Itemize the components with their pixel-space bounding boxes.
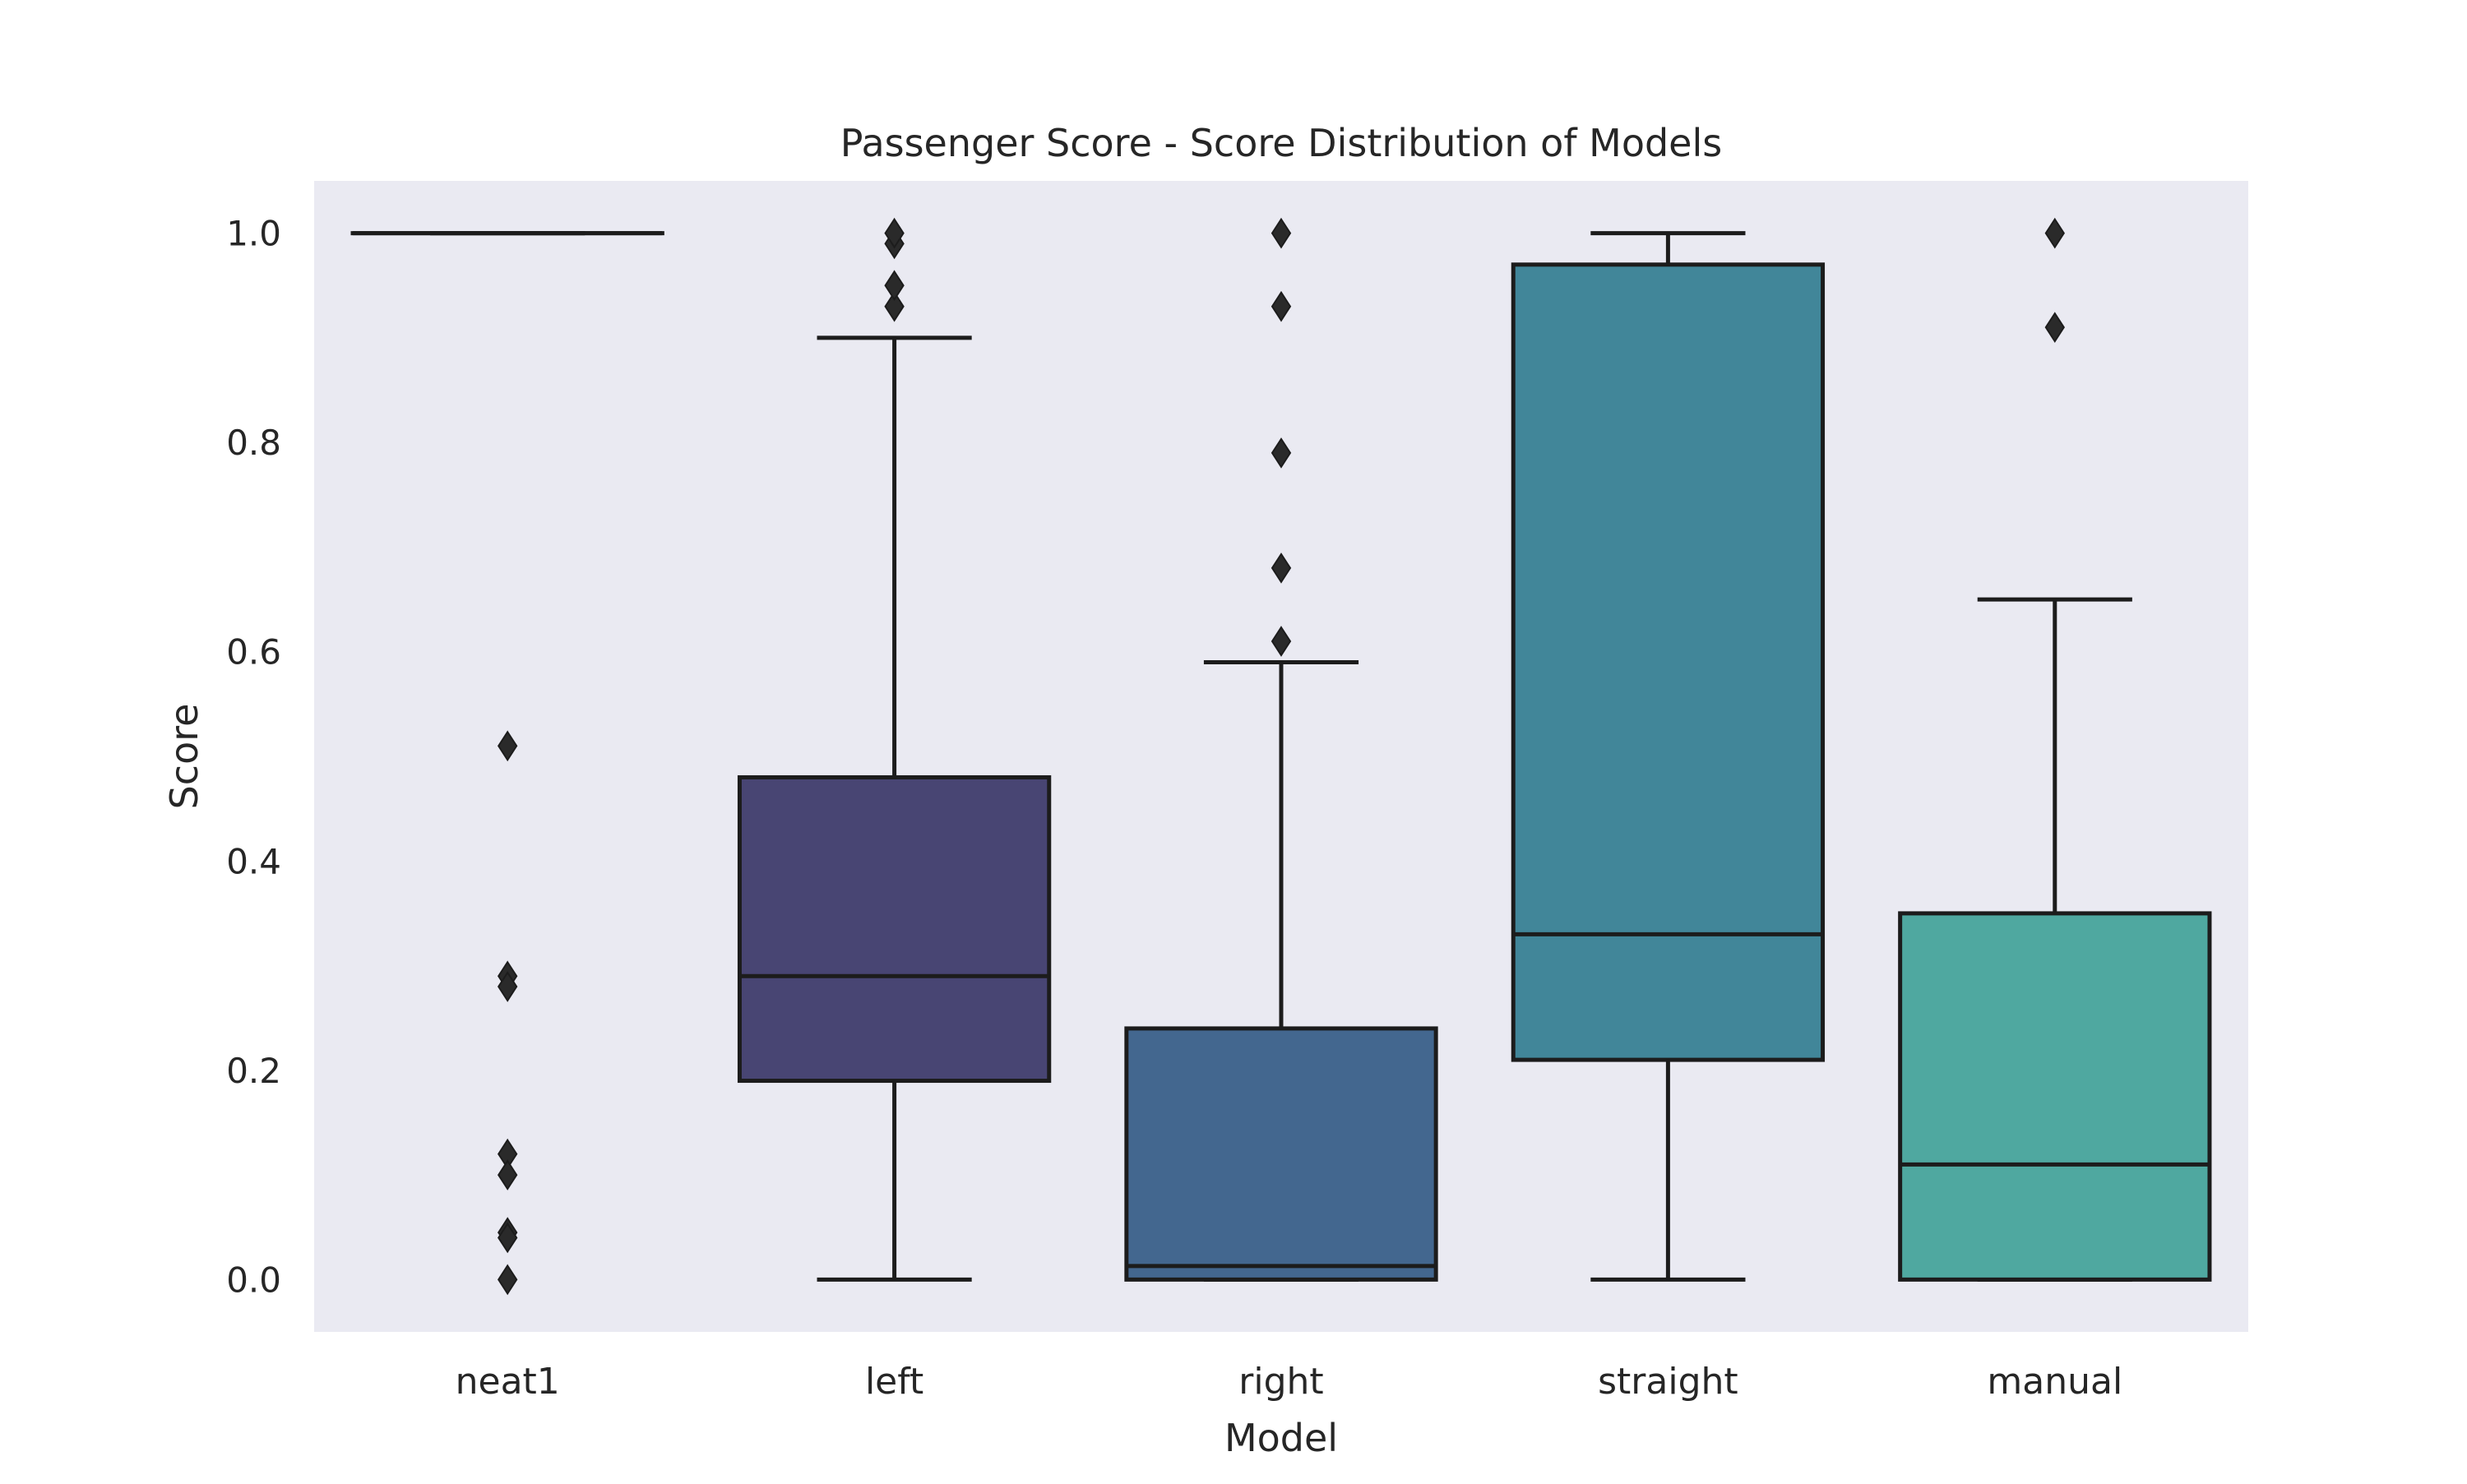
x-tick-label: left xyxy=(865,1361,923,1403)
box-iqr xyxy=(1513,265,1822,1060)
x-tick-label: right xyxy=(1238,1361,1323,1403)
y-tick-label: 0.2 xyxy=(226,1051,281,1091)
y-axis-label: Score xyxy=(162,704,206,810)
x-tick-label: straight xyxy=(1598,1361,1738,1403)
chart-title: Passenger Score - Score Distribution of … xyxy=(840,121,1722,165)
x-axis-ticks: neat1 left right straight manual xyxy=(456,1361,2123,1403)
y-tick-label: 1.0 xyxy=(226,214,281,254)
y-tick-label: 0.0 xyxy=(226,1260,281,1300)
box-iqr xyxy=(739,777,1048,1080)
y-tick-label: 0.4 xyxy=(226,841,281,881)
y-tick-label: 0.8 xyxy=(226,423,281,463)
y-axis-ticks: 0.0 0.2 0.4 0.6 0.8 1.0 xyxy=(226,214,281,1301)
x-tick-label: neat1 xyxy=(456,1361,560,1403)
y-tick-label: 0.6 xyxy=(226,632,281,673)
x-tick-label: manual xyxy=(1987,1361,2122,1403)
box-iqr xyxy=(1900,913,2210,1279)
x-axis-label: Model xyxy=(1224,1416,1338,1460)
box-iqr xyxy=(1127,1029,1436,1279)
